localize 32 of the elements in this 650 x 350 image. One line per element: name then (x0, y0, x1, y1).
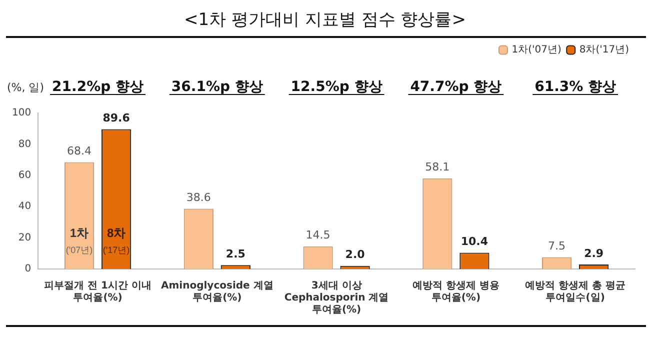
data-label: 68.4 (67, 144, 92, 158)
y-tick-label: 40 (18, 201, 32, 212)
data-label: 2.9 (584, 246, 604, 260)
y-tick-label: 20 (18, 232, 32, 244)
chart-title: <1차 평가대비 지표별 점수 향상률> (183, 9, 467, 32)
annotation: 1차 ('07년) (66, 226, 93, 255)
legend-label: 1차('07년) (512, 44, 562, 56)
x-tick-label: Aminoglycoside 계열 투여율(%) (161, 280, 274, 304)
y-tick-label: 0 (24, 264, 32, 275)
x-tick-label: 예방적 항생제 총 평균 투여일수(일) (525, 280, 626, 304)
text: 61.3% 향상 (534, 79, 616, 95)
data-label: 7.5 (548, 240, 566, 253)
data-label: 89.6 (102, 112, 130, 125)
legend-label: 8차('17년) (579, 44, 630, 56)
data-label: 38.6 (186, 191, 211, 204)
data-label: 14.5 (306, 228, 330, 242)
data-label: 2.5 (226, 247, 246, 260)
text: 36.1%p 향상 (171, 79, 263, 95)
y-axis-title: (%, 일) (7, 81, 44, 94)
text: 12.5%p 향상 (290, 79, 382, 95)
y-tick-label: 100 (12, 108, 32, 119)
y-tick-label: 80 (18, 138, 32, 150)
data-label: 2.0 (345, 248, 366, 262)
y-tick-label: 60 (18, 170, 32, 181)
x-tick-label: 3세대 이상 Cephalosporin 계열 투여율(%) (284, 280, 389, 316)
x-tick-label: 예방적 항생제 병용 투여율(%) (412, 280, 500, 304)
x-tick-label: 피부절개 전 1시간 이내 투여율(%) (44, 280, 152, 304)
text: 47.7%p 향상 (410, 79, 502, 95)
annotation: 8차 ('17년) (102, 226, 130, 255)
data-label: 10.4 (460, 235, 488, 248)
text: 21.2%p 향상 (52, 79, 144, 95)
data-label: 58.1 (425, 160, 450, 174)
